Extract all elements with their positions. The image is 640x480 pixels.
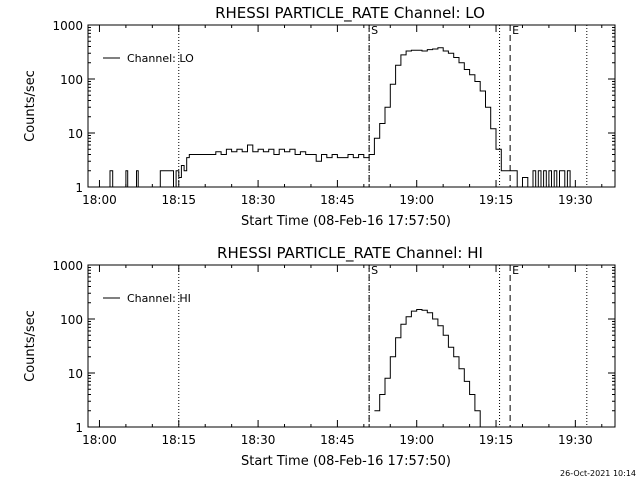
lo-channel-panel: RHESSI PARTICLE_RATE Channel: LO Start T… [23, 4, 616, 229]
series-lines [102, 47, 571, 188]
axis-ticks: 18:00 18:15 18:30 18:45 19:00 19:15 19:30 1 10 10… [52, 259, 615, 447]
legend-label: Channel: HI [127, 292, 191, 305]
series-lines [374, 309, 481, 427]
x-tick-label: 18:15 [161, 433, 196, 447]
x-tick-label: 18:00 [82, 193, 117, 207]
x-tick-label: 18:45 [320, 193, 355, 207]
x-axis-label: Start Time (08-Feb-16 17:57:50) [241, 454, 451, 469]
footer-date: 26-Oct-2021 10:14 [560, 469, 636, 478]
x-tick-label: 18:30 [241, 433, 276, 447]
x-tick-label: 19:00 [399, 433, 434, 447]
y-tick-label: 1 [75, 181, 83, 195]
y-axis-label: Counts/sec [23, 70, 38, 142]
x-tick-label: 19:15 [479, 193, 514, 207]
y-tick-label: 100 [60, 73, 83, 87]
x-axis-label: Start Time (08-Feb-16 17:57:50) [241, 214, 451, 229]
axis-ticks: 18:00 18:15 18:30 18:45 19:00 19:15 19:30 1 10 10… [52, 19, 615, 207]
marker-label: S [371, 24, 378, 37]
y-tick-label: 1000 [52, 259, 83, 273]
hi-channel-panel: RHESSI PARTICLE_RATE Channel: HI Start T… [23, 244, 616, 469]
chart-title: RHESSI PARTICLE_RATE Channel: HI [217, 244, 483, 263]
y-axis-label: Counts/sec [23, 310, 38, 382]
chart-title: RHESSI PARTICLE_RATE Channel: LO [215, 4, 485, 23]
x-tick-label: 19:00 [399, 193, 434, 207]
y-tick-label: 1000 [52, 19, 83, 33]
x-tick-label: 19:30 [558, 193, 593, 207]
plot-frame [87, 24, 616, 188]
x-tick-label: 19:15 [479, 433, 514, 447]
x-tick-label: 19:30 [558, 433, 593, 447]
x-tick-label: 18:45 [320, 433, 355, 447]
series-line [102, 47, 571, 188]
marker-label: E [512, 24, 519, 37]
plot-frame [87, 264, 616, 428]
x-tick-label: 18:15 [161, 193, 196, 207]
x-tick-label: 18:30 [241, 193, 276, 207]
marker-label: E [512, 264, 519, 277]
marker-label: S [371, 264, 378, 277]
y-tick-label: 1 [75, 421, 83, 435]
y-tick-label: 10 [68, 127, 83, 141]
x-tick-label: 18:00 [82, 433, 117, 447]
y-tick-label: 100 [60, 313, 83, 327]
series-line [374, 309, 481, 427]
legend-label: Channel: LO [127, 52, 194, 65]
y-tick-label: 10 [68, 367, 83, 381]
